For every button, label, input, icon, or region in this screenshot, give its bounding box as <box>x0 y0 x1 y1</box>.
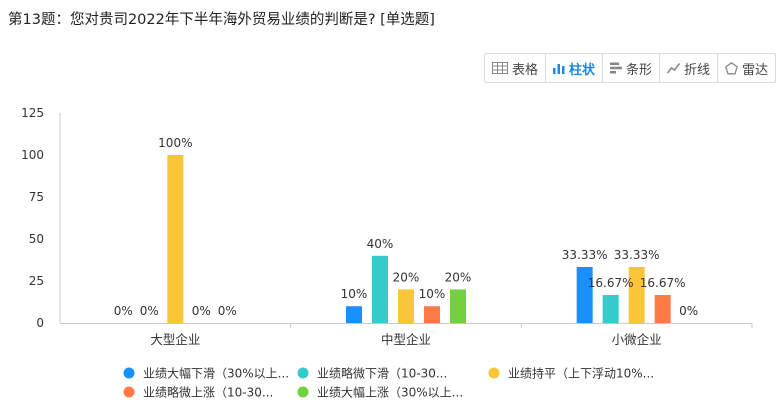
line-chart-icon <box>667 63 681 74</box>
legend-label: 业绩持平（上下浮动10%... <box>508 366 654 381</box>
data-label: 33.33% <box>562 248 608 262</box>
bar-series-group <box>167 155 671 323</box>
horizontal-bar-icon <box>610 62 623 74</box>
bar-view-label: 柱状 <box>569 62 596 78</box>
bar[interactable] <box>346 306 362 323</box>
data-label: 20% <box>393 270 420 284</box>
line-view-label: 折线 <box>684 62 711 78</box>
data-label: 100% <box>158 136 192 150</box>
x-category-label: 小微企业 <box>612 332 662 347</box>
legend-label: 业绩略微下滑（10-30... <box>317 366 447 381</box>
legend-item[interactable]: 业绩略微上涨（10-30... <box>123 385 274 400</box>
legend-label: 业绩大幅上涨（30%以上... <box>317 385 463 400</box>
bar[interactable] <box>602 294 619 323</box>
data-label: 10% <box>419 287 446 301</box>
legend-swatch <box>123 367 135 379</box>
x-axis: 大型企业 中型企业 小微企业 <box>60 323 753 347</box>
legend-item[interactable]: 业绩大幅上涨（30%以上... <box>297 385 464 400</box>
bar[interactable] <box>628 267 645 323</box>
legend-swatch <box>297 367 309 379</box>
legend-swatch <box>123 386 135 398</box>
data-label: 20% <box>445 270 472 284</box>
data-label: 0% <box>218 304 237 318</box>
question-title: 第13题：您对贵司2022年下半年海外贸易业绩的判断是? [单选题] <box>8 12 435 28</box>
bar-view-button[interactable]: 柱状 <box>546 54 604 82</box>
y-tick-label: 75 <box>29 190 44 204</box>
legend-item[interactable]: 业绩略微下滑（10-30... <box>297 366 448 381</box>
horizontal-bar-view-label: 条形 <box>626 62 653 78</box>
legend-swatch <box>297 386 309 398</box>
bar[interactable] <box>424 306 440 323</box>
y-tick-label: 0 <box>36 316 44 330</box>
table-icon <box>492 62 508 74</box>
x-category-label: 中型企业 <box>381 332 431 347</box>
y-tick-label: 50 <box>29 232 44 246</box>
bar[interactable] <box>450 289 466 323</box>
radar-icon <box>725 61 739 74</box>
legend-label: 业绩略微上涨（10-30... <box>143 385 273 400</box>
data-label: 16.67% <box>588 276 634 290</box>
bar[interactable] <box>398 289 414 323</box>
table-view-label: 表格 <box>512 62 539 78</box>
chart-type-toolbar: 表格 柱状 条形 折线 雷达 <box>484 53 776 83</box>
legend-label: 业绩大幅下滑（30%以上... <box>143 366 289 381</box>
data-label: 0% <box>114 304 133 318</box>
data-label-group: 0% 10% 33.33% 0% 40% 16.67% 100% 20% 33.33% 0% 10%… <box>114 136 698 318</box>
y-tick-label: 125 <box>21 106 44 120</box>
bar[interactable] <box>654 294 671 323</box>
radar-view-label: 雷达 <box>742 62 769 78</box>
data-label: 40% <box>367 237 394 251</box>
bar[interactable] <box>167 155 184 323</box>
data-label: 33.33% <box>614 248 660 262</box>
data-label: 0% <box>679 304 698 318</box>
legend-item[interactable]: 业绩持平（上下浮动10%... <box>488 366 655 381</box>
data-label: 16.67% <box>640 276 686 290</box>
bar-chart-icon <box>553 64 565 74</box>
horizontal-bar-view-button[interactable]: 条形 <box>603 54 661 82</box>
legend-item[interactable]: 业绩大幅下滑（30%以上... <box>123 366 290 381</box>
bar[interactable] <box>372 255 388 323</box>
data-label: 10% <box>341 287 368 301</box>
y-tick-label: 100 <box>21 148 44 162</box>
y-tick-label: 25 <box>29 274 44 288</box>
legend: 业绩大幅下滑（30%以上... 业绩略微下滑（10-30... 业绩持平（上下浮动1… <box>123 366 655 400</box>
table-view-button[interactable]: 表格 <box>485 54 547 82</box>
line-view-button[interactable]: 折线 <box>660 54 719 82</box>
y-axis: 0 25 50 75 100 125 <box>21 106 61 330</box>
bar[interactable] <box>576 267 593 323</box>
x-category-label: 大型企业 <box>150 332 200 347</box>
radar-view-button[interactable]: 雷达 <box>718 54 775 82</box>
data-label: 0% <box>140 304 159 318</box>
legend-swatch <box>488 367 500 379</box>
data-label: 0% <box>192 304 211 318</box>
